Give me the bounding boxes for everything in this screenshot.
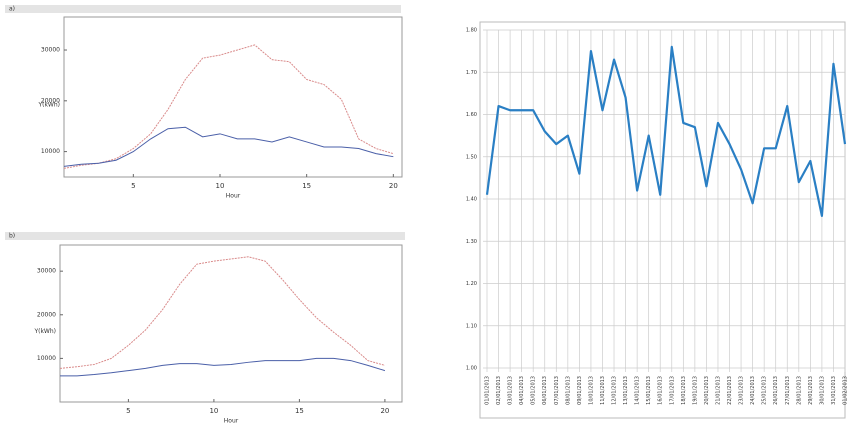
y-tick-label: 1.30 bbox=[466, 239, 477, 245]
x-tick-label: 16/01/2013 bbox=[658, 376, 664, 405]
x-tick-label: 22/01/2013 bbox=[727, 376, 733, 405]
y-tick-label: 10000 bbox=[37, 355, 56, 362]
y-tick-label: 1.20 bbox=[466, 281, 477, 287]
y-tick-label: 1.50 bbox=[466, 154, 477, 160]
x-tick-label: 05/01/2013 bbox=[531, 376, 537, 405]
panel-title: b) bbox=[9, 233, 15, 240]
x-axis-label: Hour bbox=[224, 418, 239, 425]
y-tick-label: 1.00 bbox=[466, 366, 477, 372]
x-tick-label: 17/01/2013 bbox=[669, 376, 675, 405]
x-tick-label: 01/01/2013 bbox=[485, 376, 491, 405]
y-axis-label: Y(kWh) bbox=[37, 102, 60, 109]
y-tick-label: 10000 bbox=[41, 148, 60, 155]
x-tick-label: 19/01/2013 bbox=[692, 376, 698, 405]
x-tick-label: 25/01/2013 bbox=[762, 376, 768, 405]
y-tick-label: 1.60 bbox=[466, 112, 477, 118]
x-axis-label: Hour bbox=[226, 193, 241, 200]
x-tick-label: 18/01/2013 bbox=[681, 376, 687, 405]
x-tick-label: 15 bbox=[302, 182, 311, 190]
x-tick-label: 01/02/2013 bbox=[843, 376, 847, 405]
y-tick-label: 30000 bbox=[37, 268, 56, 275]
x-tick-label: 11/01/2013 bbox=[600, 376, 606, 405]
x-tick-label: 13/01/2013 bbox=[623, 376, 629, 405]
x-tick-label: 5 bbox=[131, 182, 135, 190]
x-tick-label: 12/01/2013 bbox=[612, 376, 618, 405]
x-tick-label: 27/01/2013 bbox=[785, 376, 791, 405]
x-tick-label: 10 bbox=[216, 182, 225, 190]
x-tick-label: 31/01/2013 bbox=[831, 376, 837, 405]
y-tick-label: 30000 bbox=[41, 47, 60, 54]
x-tick-label: 29/01/2013 bbox=[808, 376, 814, 405]
y-tick-label: 1.10 bbox=[466, 323, 477, 329]
plot-frame bbox=[64, 17, 402, 177]
x-tick-label: 02/01/2013 bbox=[496, 376, 502, 405]
x-tick-label: 30/01/2013 bbox=[819, 376, 825, 405]
x-tick-label: 28/01/2013 bbox=[796, 376, 802, 405]
panel-header bbox=[5, 232, 405, 240]
panel-title: a) bbox=[9, 6, 15, 13]
x-tick-label: 07/01/2013 bbox=[554, 376, 560, 405]
x-tick-label: 20/01/2013 bbox=[704, 376, 710, 405]
y-tick-label: 1.70 bbox=[466, 70, 477, 76]
x-tick-label: 20 bbox=[380, 407, 389, 415]
x-tick-label: 03/01/2013 bbox=[508, 376, 514, 405]
plot-frame bbox=[60, 245, 402, 402]
x-tick-label: 23/01/2013 bbox=[739, 376, 745, 405]
x-tick-label: 04/01/2013 bbox=[519, 376, 525, 405]
x-tick-label: 15 bbox=[295, 407, 304, 415]
y-tick-label: 1.80 bbox=[466, 28, 477, 34]
y-tick-label: 1.40 bbox=[466, 197, 477, 203]
x-tick-label: 08/01/2013 bbox=[565, 376, 571, 405]
x-tick-label: 5 bbox=[126, 407, 130, 415]
x-tick-label: 26/01/2013 bbox=[773, 376, 779, 405]
panel-header bbox=[5, 5, 401, 13]
x-tick-label: 10 bbox=[209, 407, 218, 415]
x-tick-label: 21/01/2013 bbox=[715, 376, 721, 405]
y-axis-label: Y(kWh) bbox=[33, 328, 56, 335]
x-tick-label: 09/01/2013 bbox=[577, 376, 583, 405]
x-tick-label: 06/01/2013 bbox=[542, 376, 548, 405]
plot-frame bbox=[480, 22, 845, 418]
x-tick-label: 14/01/2013 bbox=[635, 376, 641, 405]
y-tick-label: 20000 bbox=[37, 311, 56, 318]
x-tick-label: 10/01/2013 bbox=[588, 376, 594, 405]
x-tick-label: 20 bbox=[389, 182, 398, 190]
x-tick-label: 15/01/2013 bbox=[646, 376, 652, 405]
x-tick-label: 24/01/2013 bbox=[750, 376, 756, 405]
